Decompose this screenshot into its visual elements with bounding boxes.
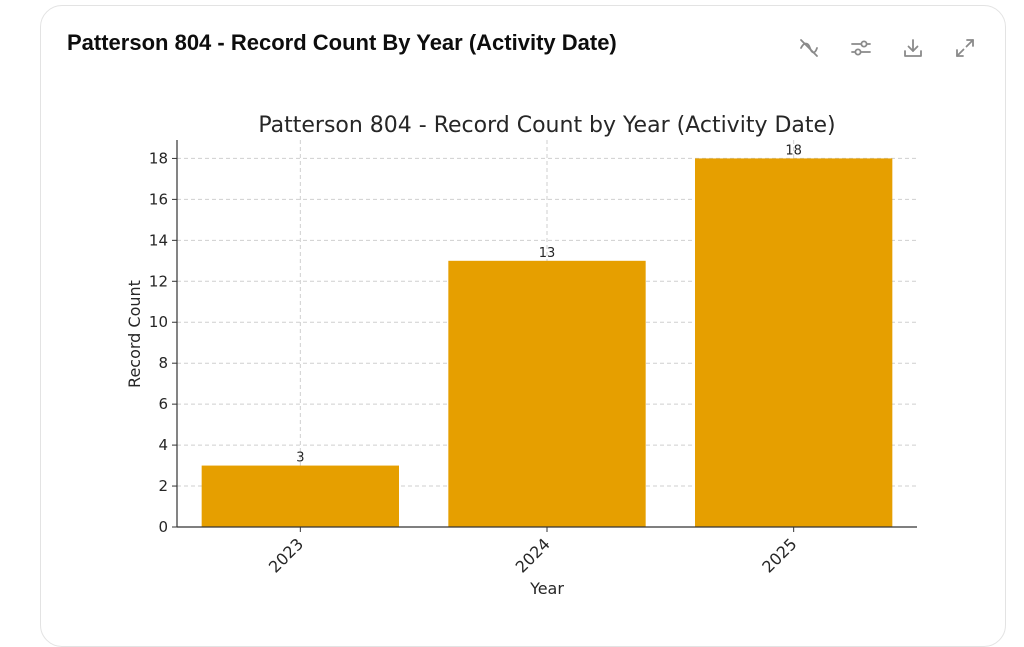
y-tick-label: 10 xyxy=(149,313,168,331)
y-tick-label: 0 xyxy=(158,518,168,536)
x-tick-label: 2023 xyxy=(265,534,307,576)
settings-sliders-icon xyxy=(851,40,871,56)
x-tick-label: 2024 xyxy=(512,534,554,576)
data-label: 18 xyxy=(785,143,802,158)
data-label: 13 xyxy=(539,246,556,261)
bar-chart: Patterson 804 - Record Count by Year (Ac… xyxy=(125,113,917,598)
y-tick-label: 4 xyxy=(158,436,168,454)
chart-title: Patterson 804 - Record Count by Year (Ac… xyxy=(258,113,835,138)
download-button[interactable] xyxy=(897,32,929,64)
y-tick-label: 2 xyxy=(158,477,168,495)
y-tick-label: 16 xyxy=(149,190,168,208)
y-tick-label: 18 xyxy=(149,149,168,167)
x-tick-label: 2025 xyxy=(758,534,800,576)
y-tick-label: 14 xyxy=(149,231,168,249)
expand-button[interactable] xyxy=(949,32,981,64)
download-icon xyxy=(904,39,922,57)
x-axis-label: Year xyxy=(529,579,564,598)
y-tick-label: 12 xyxy=(149,272,168,290)
y-axis-label: Record Count xyxy=(125,280,144,388)
card-title: Patterson 804 - Record Count By Year (Ac… xyxy=(67,30,617,55)
y-tick-label: 6 xyxy=(158,395,168,413)
data-label: 3 xyxy=(296,451,304,466)
y-tick-label: 8 xyxy=(158,354,168,372)
bar-2023 xyxy=(201,465,399,527)
chart-toolbar xyxy=(793,32,981,64)
hide-series-button[interactable] xyxy=(793,32,825,64)
expand-icon xyxy=(956,39,974,57)
bar-2025 xyxy=(695,158,893,527)
bar-2024 xyxy=(448,260,646,527)
hide-series-icon xyxy=(800,39,818,57)
settings-button[interactable] xyxy=(845,32,877,64)
